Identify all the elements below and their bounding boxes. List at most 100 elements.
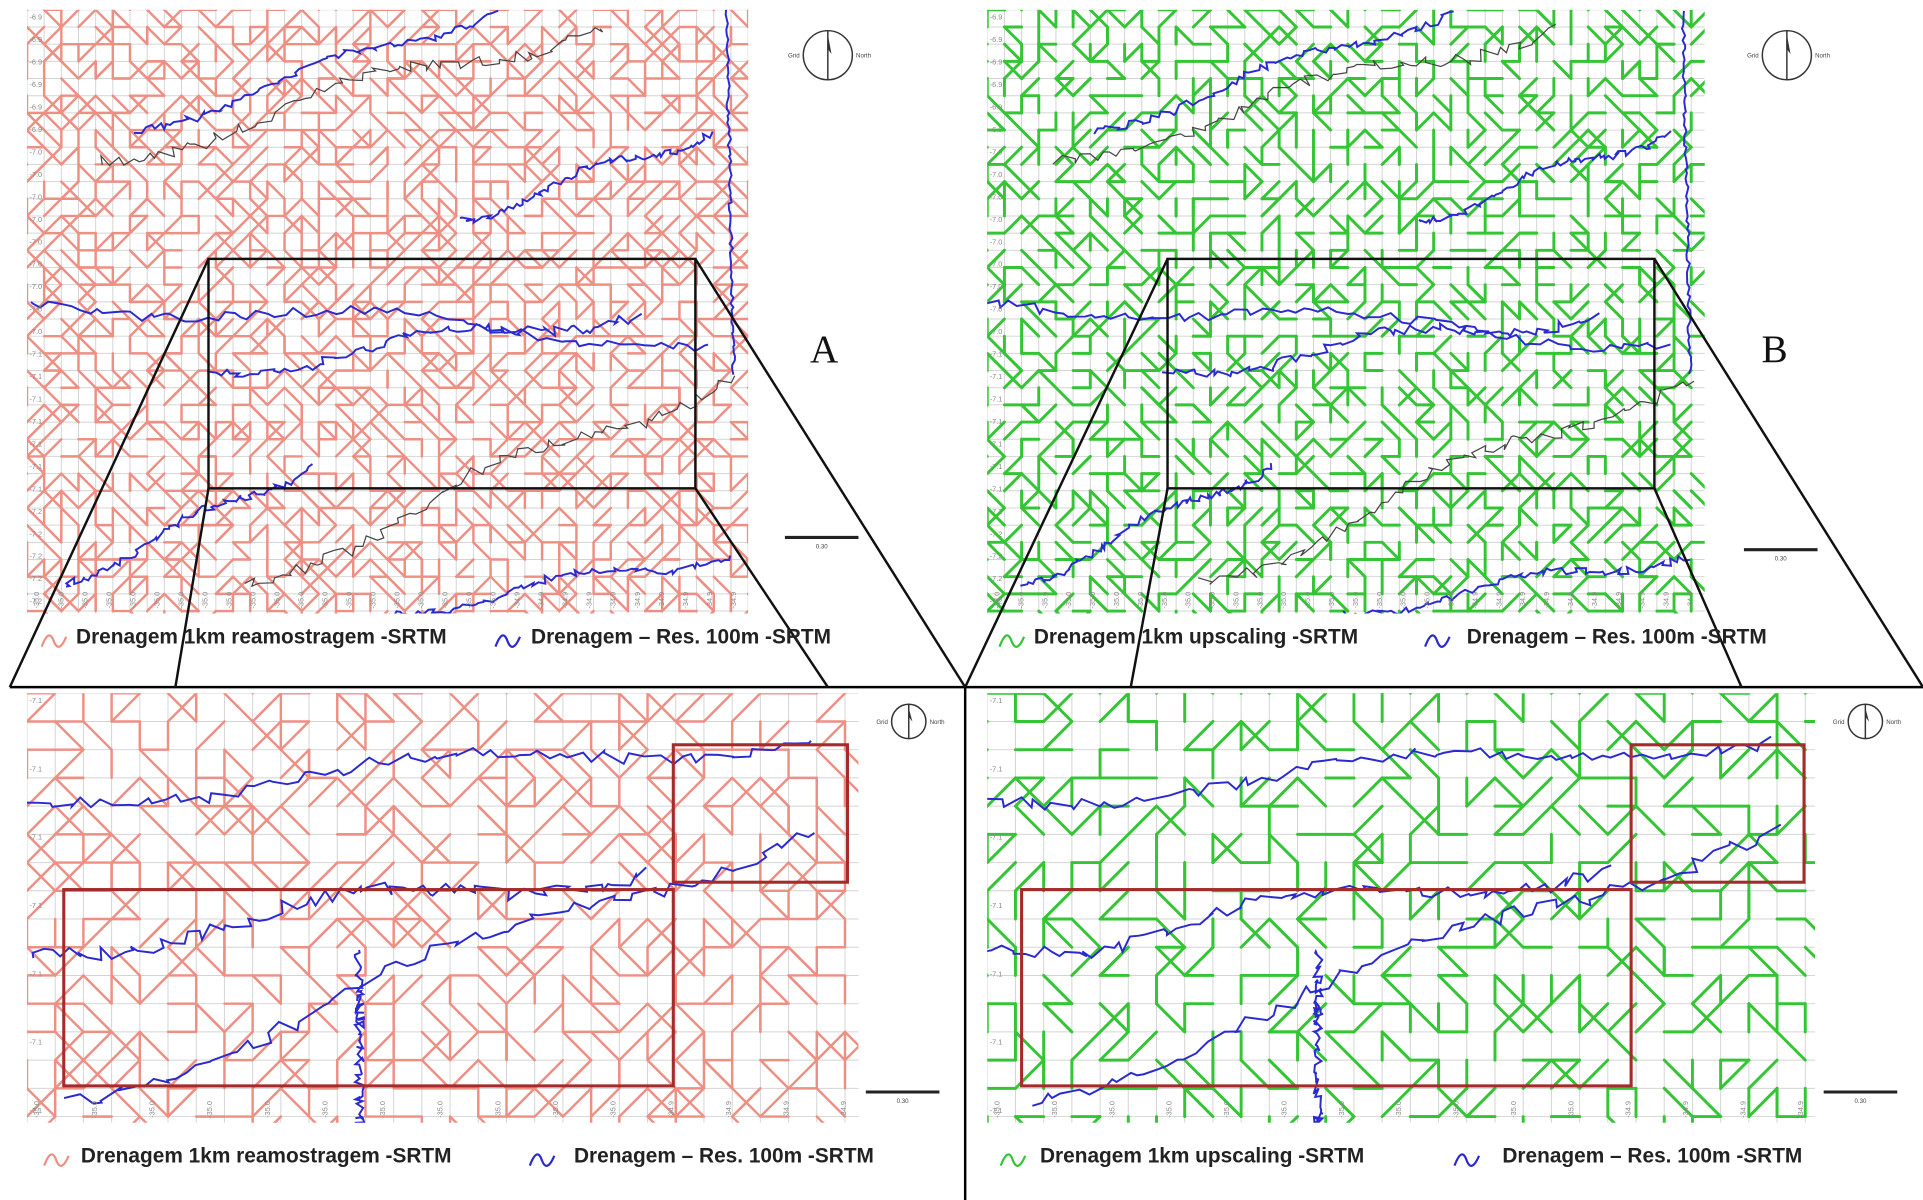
drainage-segment — [532, 693, 536, 695]
x-tick-label: -34.9 — [609, 592, 618, 609]
drainage-segment — [420, 833, 452, 864]
drainage-segment — [506, 317, 527, 338]
drainage-segment — [661, 146, 681, 166]
drainage-segment — [489, 575, 509, 596]
drainage-segment — [300, 283, 321, 304]
drainage-segment — [1002, 369, 1024, 390]
drainage-segment — [759, 776, 790, 808]
drainage-segment — [1071, 145, 1092, 166]
drainage-segment — [420, 1030, 452, 1062]
drainage-segment — [1672, 489, 1693, 510]
drainage-segment — [1689, 269, 1705, 287]
map-panel: -6.9-6.9-6.9-6.9-6.9-6.9-7.0-7.0-7.0-7.0… — [26, 9, 749, 614]
drainage-segment — [589, 1002, 621, 1034]
drainage-segment — [1020, 248, 1041, 269]
drainage-segment — [646, 776, 677, 808]
drainage-segment — [678, 455, 698, 475]
drainage-segment — [1466, 523, 1487, 544]
drainage-segment — [300, 214, 321, 235]
drainage-segment — [26, 1087, 57, 1118]
drainage-segment — [618, 720, 649, 751]
y-tick-label: -7.0 — [990, 147, 1003, 156]
drainage-segment — [1294, 592, 1315, 613]
drainage-segment — [730, 917, 762, 949]
drainage-segment — [1432, 300, 1453, 321]
drainage-segment — [94, 403, 115, 424]
drainage-segment — [82, 720, 113, 751]
drainage-segment — [472, 506, 492, 527]
drainage-segment — [392, 917, 424, 949]
drainage-segment — [1243, 403, 1264, 424]
drainage-segment — [317, 386, 338, 407]
drainage-segment — [420, 146, 441, 166]
drainage-segment — [26, 489, 29, 493]
drainage-segment — [575, 42, 595, 63]
drainage-segment — [1002, 162, 1024, 184]
drainage-segment — [420, 575, 441, 596]
drainage-segment — [540, 128, 561, 149]
drainage-segment — [42, 94, 63, 115]
river — [30, 300, 709, 353]
drainage-segment — [987, 454, 1006, 476]
drainage-segment — [1552, 128, 1573, 149]
drainage-segment — [26, 25, 46, 46]
drainage-segment — [815, 693, 847, 723]
drainage-segment — [454, 9, 475, 29]
drainage-segment — [1363, 180, 1384, 201]
drainage-segment — [1105, 162, 1127, 184]
drainage-segment — [1432, 334, 1453, 355]
drainage-segment — [1655, 317, 1676, 338]
drainage-segment — [1689, 472, 1705, 490]
drainage-segment — [420, 317, 441, 338]
drainage-segment — [1140, 420, 1161, 441]
drainage-segment — [1312, 94, 1333, 115]
drainage-segment — [180, 369, 200, 389]
basin-boundary — [1052, 23, 1557, 165]
drainage-segment — [506, 283, 527, 304]
drainage-segment — [561, 1030, 593, 1062]
drainage-segment — [987, 351, 1006, 373]
drainage-segment — [77, 163, 97, 183]
drainage-segment — [533, 917, 565, 949]
drainage-segment — [138, 748, 170, 780]
drainage-segment — [575, 9, 579, 12]
drainage-segment — [1329, 283, 1350, 304]
drainage-segment — [1346, 454, 1367, 476]
drainage-segment — [403, 317, 424, 338]
drainage-segment — [248, 438, 269, 458]
drainage-segment — [1346, 266, 1367, 287]
drainage-segment — [523, 42, 544, 63]
drainage-segment — [540, 420, 561, 441]
drainage-segment — [111, 489, 132, 510]
drainage-segment — [1191, 77, 1212, 98]
drainage-segment — [643, 180, 664, 200]
y-tick-label: -7.1 — [29, 462, 42, 471]
drainage-segment — [477, 1058, 508, 1090]
drainage-segment — [317, 266, 338, 286]
drainage-segment — [42, 266, 63, 286]
x-tick-label: -35.0 — [200, 592, 209, 609]
drainage-segment — [1603, 162, 1625, 184]
drainage-segment — [128, 283, 149, 304]
drainage-segment — [1518, 369, 1539, 390]
drainage-segment — [643, 506, 664, 527]
drainage-segment — [145, 506, 166, 527]
drainage-segment — [1346, 386, 1367, 407]
drainage-segment — [558, 592, 578, 613]
x-tick-label: -35.0 — [1399, 592, 1408, 609]
drainage-segment — [661, 94, 681, 115]
drainage-segment — [1037, 231, 1058, 252]
y-tick-label: -7.2 — [29, 552, 42, 561]
drainage-segment — [1140, 506, 1161, 527]
map-content — [987, 9, 1705, 614]
drainage-segment — [248, 523, 269, 544]
drainage-segment — [336, 776, 367, 808]
drainage-segment — [248, 506, 269, 527]
x-tick-label: -34.9 — [1470, 592, 1479, 609]
drainage-segment — [1672, 59, 1693, 80]
drainage-segment — [437, 231, 458, 252]
drainage-segment — [214, 60, 235, 80]
drainage-segment — [42, 9, 46, 12]
drainage-segment — [661, 266, 681, 286]
drainage-segment — [317, 506, 338, 527]
